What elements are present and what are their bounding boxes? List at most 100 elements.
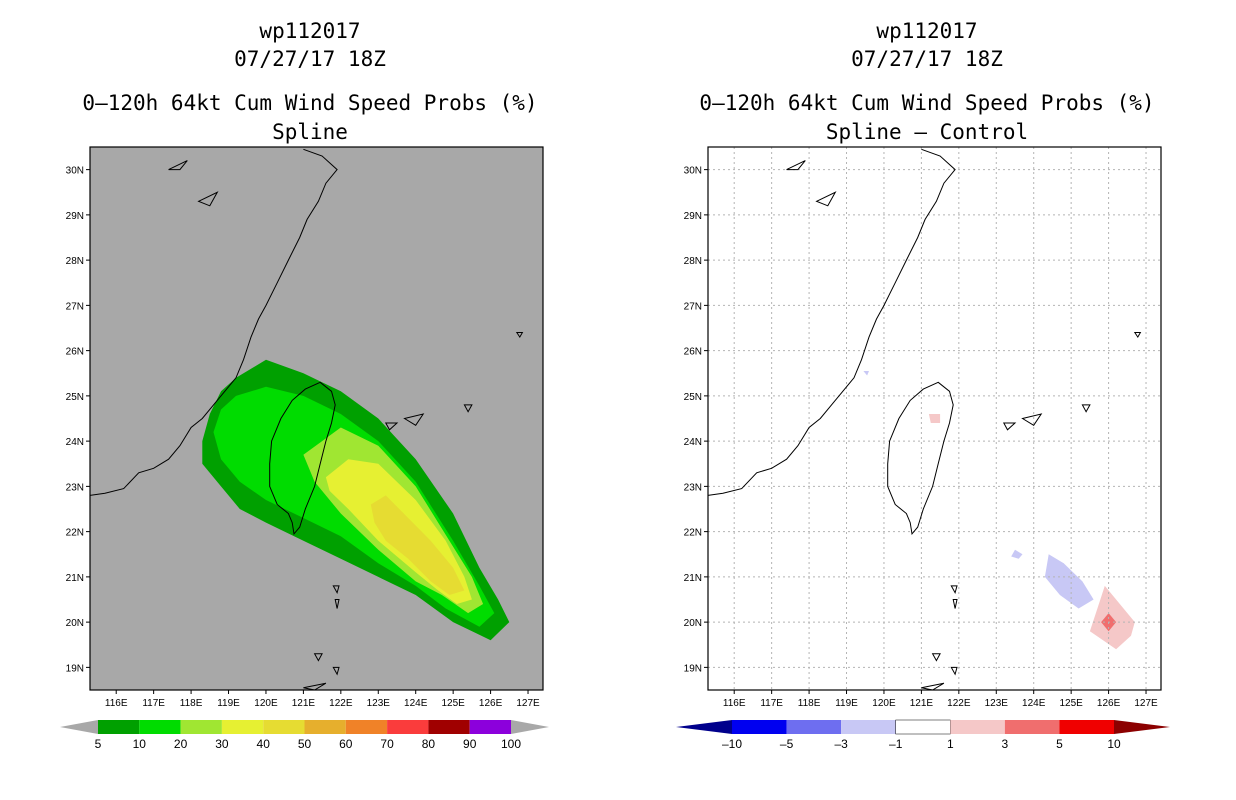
left-y-tick-label: 30N xyxy=(66,166,84,177)
right-contour-level-3 xyxy=(1089,585,1135,650)
right-contour-level-1 xyxy=(1011,549,1023,559)
right-plot-frame xyxy=(707,146,1162,691)
right-colorbar-label: 5 xyxy=(1056,737,1063,751)
left-x-tick-label: 119E xyxy=(217,698,240,709)
right-subtitle: Spline – Control xyxy=(825,120,1029,144)
left-y-tick-label: 20N xyxy=(66,618,84,629)
left-x-tick-label: 120E xyxy=(254,698,278,709)
right-colorbar-swatch xyxy=(732,720,787,734)
left-island-1 xyxy=(197,191,219,207)
left-subtitle: Spline xyxy=(272,120,348,144)
left-island-10 xyxy=(303,682,327,691)
left-contour-level-4 xyxy=(370,495,465,595)
right-colorbar-label: 1 xyxy=(947,737,954,751)
right-x-tick-label: 125E xyxy=(1059,698,1083,709)
right-colorbar-label: –10 xyxy=(722,737,742,751)
left-colorbar-label: 5 xyxy=(95,737,102,751)
right-x-tick-label: 118E xyxy=(798,698,821,709)
right-colorbar-swatch xyxy=(1059,720,1114,734)
left-colorbar-swatch xyxy=(263,720,305,734)
left-colorbar-swatch xyxy=(345,720,388,734)
left-island-6 xyxy=(332,585,340,595)
left-colorbar-label: 40 xyxy=(257,737,271,751)
left-x-tick-label: 123E xyxy=(367,698,391,709)
left-y-tick-label: 22N xyxy=(66,528,84,539)
right-colorbar-label: –5 xyxy=(780,737,794,751)
right-taiwan-coastline xyxy=(887,381,954,536)
right-y-tick-label: 23N xyxy=(684,482,702,493)
right-island-8 xyxy=(931,653,941,662)
right-plot-group: 116E 117E 118E 119E 120E 121E 122E 123E 124E 125E… xyxy=(684,146,1162,709)
left-colorbar: 5 10 20 30 40 50 60 70 80 90 100 xyxy=(60,720,549,751)
right-y-tick-label: 20N xyxy=(684,618,702,629)
right-colorbar-label: –1 xyxy=(889,737,903,751)
left-colorbar-label: 80 xyxy=(422,737,436,751)
left-product: 0–120h 64kt Cum Wind Speed Probs (%) xyxy=(82,91,538,115)
left-colorbar-swatch xyxy=(304,720,346,734)
left-island-9 xyxy=(332,666,340,676)
right-x-tick-label: 120E xyxy=(872,698,896,709)
right-island-3 xyxy=(1002,422,1017,431)
left-island-3 xyxy=(384,422,399,431)
right-colorbar-cap-high xyxy=(1114,720,1170,734)
left-colorbar-cap-high xyxy=(511,720,549,734)
right-contour-level-0 xyxy=(1044,554,1094,609)
right-x-tick-label: 124E xyxy=(1022,698,1046,709)
left-x-tick-label: 118E xyxy=(180,698,203,709)
left-island-8 xyxy=(313,653,323,662)
right-x-tick-label: 116E xyxy=(723,698,746,709)
right-x-tick-label: 122E xyxy=(947,698,971,709)
left-colorbar-label: 30 xyxy=(215,737,229,751)
right-colorbar-swatch xyxy=(786,720,842,734)
right-island-9 xyxy=(950,666,958,676)
right-x-tick-label: 119E xyxy=(835,698,858,709)
left-plot-group: 116E 117E 118E 119E 120E 121E 122E 123E 124E 125E… xyxy=(66,146,544,709)
right-product: 0–120h 64kt Cum Wind Speed Probs (%) xyxy=(699,91,1155,115)
left-x-tick-label: 124E xyxy=(404,698,428,709)
left-colorbar-label: 70 xyxy=(380,737,394,751)
right-colorbar-swatch xyxy=(841,720,896,734)
left-x-tick-label: 122E xyxy=(329,698,353,709)
right-island-10 xyxy=(921,682,945,691)
left-x-tick-label: 127E xyxy=(516,698,540,709)
left-y-tick-label: 26N xyxy=(66,347,84,358)
left-colorbar-label: 90 xyxy=(463,737,477,751)
left-x-tick-label: 117E xyxy=(142,698,165,709)
left-island-0 xyxy=(168,160,188,171)
left-y-tick-label: 19N xyxy=(66,663,84,674)
right-y-tick-label: 28N xyxy=(684,256,702,267)
right-mainland-coastline xyxy=(707,148,956,496)
right-y-tick-label: 21N xyxy=(684,573,702,584)
left-y-tick-label: 29N xyxy=(66,211,84,222)
right-y-tick-label: 19N xyxy=(684,663,702,674)
left-colorbar-swatch xyxy=(469,720,511,734)
right-y-tick-label: 22N xyxy=(684,528,702,539)
right-colorbar: –10 –5 –3 –1 1 3 5 10 xyxy=(676,719,1170,751)
right-colorbar-label: 3 xyxy=(1002,737,1009,751)
right-colorbar-label: 10 xyxy=(1107,737,1121,751)
left-colorbar-label: 60 xyxy=(339,737,353,751)
right-colorbar-cap-low xyxy=(676,720,732,734)
right-y-tick-label: 29N xyxy=(684,211,702,222)
left-colorbar-cap-low xyxy=(60,720,98,734)
right-colorbar-swatch xyxy=(950,720,1005,734)
left-taiwan-coastline xyxy=(269,381,336,536)
left-colorbar-swatch xyxy=(180,720,222,734)
left-colorbar-swatch xyxy=(428,720,470,734)
right-island-7 xyxy=(952,599,958,609)
left-x-tick-label: 126E xyxy=(479,698,503,709)
left-y-tick-label: 28N xyxy=(66,256,84,267)
right-colorbar-swatch xyxy=(895,719,951,735)
left-x-tick-label: 116E xyxy=(105,698,128,709)
right-y-tick-label: 27N xyxy=(684,301,702,312)
right-y-tick-label: 30N xyxy=(684,166,702,177)
left-colorbar-swatch xyxy=(98,720,140,734)
right-colorbar-swatch xyxy=(1004,720,1060,734)
left-storm-id: wp112017 xyxy=(259,19,361,43)
left-x-tick-label: 125E xyxy=(441,698,465,709)
left-colorbar-swatch xyxy=(139,720,181,734)
left-colorbar-label: 20 xyxy=(174,737,188,751)
right-y-tick-label: 25N xyxy=(684,392,702,403)
left-plot-frame xyxy=(89,146,544,691)
left-x-tick-label: 121E xyxy=(292,698,316,709)
